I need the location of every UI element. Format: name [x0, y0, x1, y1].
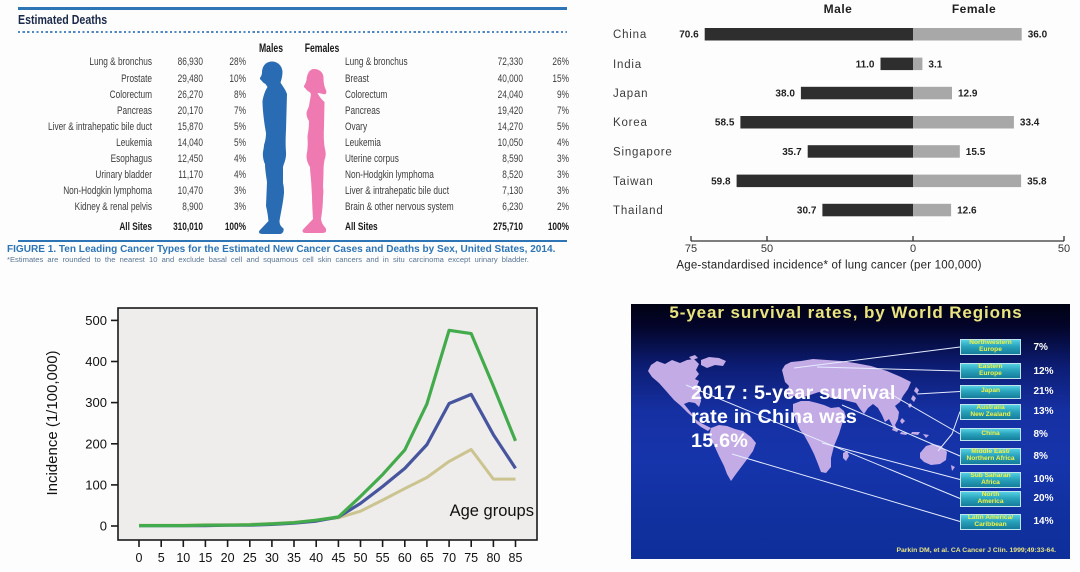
svg-text:70: 70 — [442, 551, 456, 565]
svg-text:85: 85 — [509, 551, 523, 565]
svg-text:15.5: 15.5 — [966, 147, 986, 158]
svg-text:50: 50 — [1058, 243, 1070, 255]
svg-text:Singapore: Singapore — [613, 146, 673, 158]
svg-text:India: India — [613, 59, 642, 71]
svg-text:35: 35 — [287, 551, 301, 565]
svg-text:5: 5 — [158, 551, 165, 565]
svg-text:38.0: 38.0 — [775, 89, 795, 100]
svg-text:55: 55 — [376, 551, 390, 565]
svg-text:65: 65 — [420, 551, 434, 565]
svg-text:100: 100 — [85, 477, 107, 492]
svg-text:20: 20 — [221, 551, 235, 565]
svg-text:58.5: 58.5 — [715, 118, 735, 129]
svg-text:35.7: 35.7 — [782, 147, 802, 158]
svg-text:25: 25 — [243, 551, 257, 565]
svg-text:59.8: 59.8 — [711, 176, 731, 187]
svg-text:0: 0 — [100, 519, 107, 534]
svg-text:11.0: 11.0 — [856, 59, 875, 70]
svg-text:Male: Male — [824, 2, 853, 16]
svg-text:80: 80 — [486, 551, 500, 565]
svg-text:Age groups: Age groups — [450, 502, 534, 520]
svg-text:0: 0 — [910, 243, 916, 255]
svg-text:10: 10 — [176, 551, 190, 565]
svg-text:0: 0 — [136, 551, 143, 565]
svg-text:60: 60 — [398, 551, 412, 565]
svg-text:70.6: 70.6 — [679, 30, 699, 41]
svg-text:Korea: Korea — [613, 117, 648, 129]
svg-text:50: 50 — [354, 551, 368, 565]
svg-text:China: China — [613, 29, 647, 41]
svg-text:Female: Female — [952, 2, 996, 16]
svg-text:75: 75 — [464, 551, 478, 565]
svg-text:12.9: 12.9 — [958, 89, 978, 100]
svg-text:200: 200 — [85, 436, 107, 451]
svg-text:Thailand: Thailand — [613, 205, 664, 217]
svg-text:35.8: 35.8 — [1027, 176, 1047, 187]
svg-text:30: 30 — [265, 551, 279, 565]
svg-text:45: 45 — [331, 551, 345, 565]
svg-text:12.6: 12.6 — [957, 206, 977, 217]
svg-text:75: 75 — [685, 243, 697, 255]
svg-text:36.0: 36.0 — [1028, 30, 1048, 41]
svg-text:Japan: Japan — [613, 88, 648, 100]
svg-text:400: 400 — [85, 354, 107, 369]
svg-text:33.4: 33.4 — [1020, 118, 1040, 129]
svg-text:30.7: 30.7 — [797, 206, 817, 217]
svg-text:Taiwan: Taiwan — [613, 176, 654, 188]
svg-text:Incidence (1/100,000): Incidence (1/100,000) — [44, 350, 61, 495]
svg-text:Age-standardised incidence* of: Age-standardised incidence* of lung canc… — [676, 260, 981, 272]
svg-text:300: 300 — [85, 395, 107, 410]
svg-text:15: 15 — [198, 551, 212, 565]
svg-text:3.1: 3.1 — [928, 59, 942, 70]
svg-text:50: 50 — [761, 243, 773, 255]
svg-text:40: 40 — [309, 551, 323, 565]
svg-text:500: 500 — [85, 313, 107, 328]
